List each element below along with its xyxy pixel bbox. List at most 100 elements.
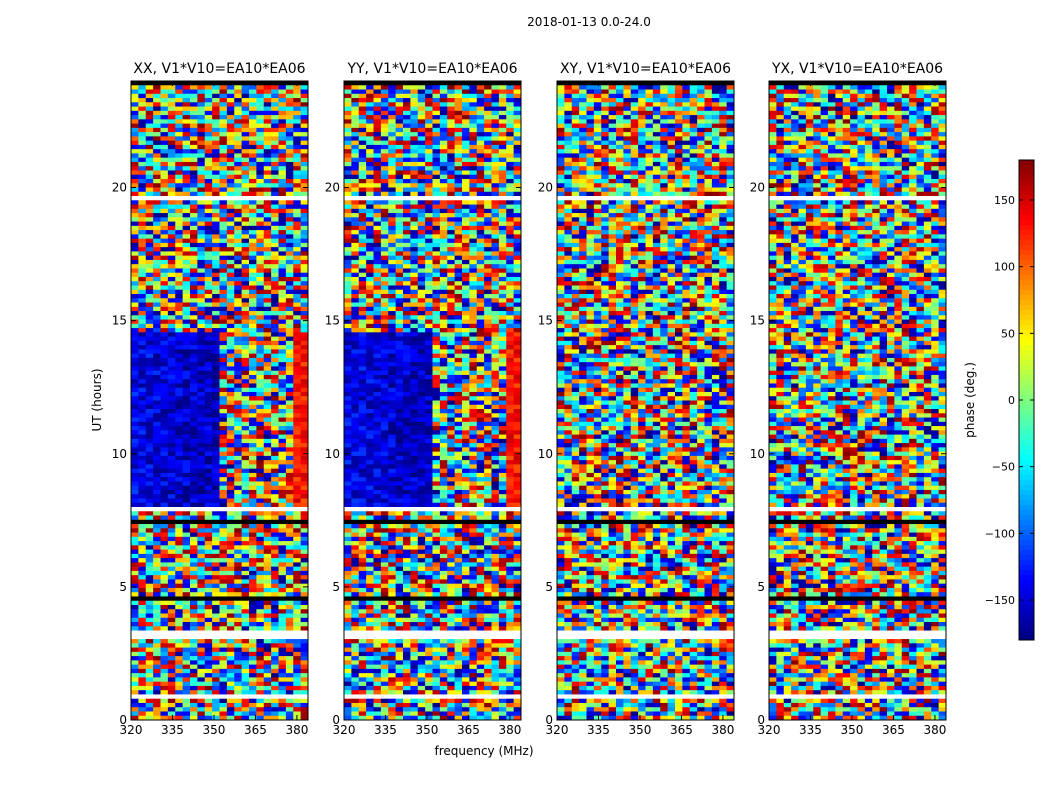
heatmap-cell: [145, 374, 154, 380]
heatmap-cell: [182, 477, 191, 482]
heatmap-cell: [366, 178, 374, 184]
heatmap-cell: [403, 315, 411, 320]
heatmap-cell: [145, 110, 154, 116]
heatmap-cell: [175, 387, 184, 393]
heatmap-cell: [160, 166, 169, 171]
heatmap-cell: [388, 208, 397, 214]
heatmap-cell: [366, 315, 374, 320]
heatmap-cell: [513, 204, 522, 210]
heatmap-cell: [366, 332, 374, 337]
heatmap-cell: [506, 106, 515, 112]
heatmap-cell: [256, 562, 265, 568]
heatmap-cell: [410, 170, 419, 176]
heatmap-cell: [344, 166, 352, 171]
heatmap-cell: [484, 247, 492, 252]
heatmap-cell: [212, 85, 220, 90]
heatmap-cell: [204, 230, 213, 235]
heatmap-cell: [160, 174, 169, 180]
heatmap-cell: [256, 668, 265, 674]
heatmap-cell: [167, 404, 176, 410]
heatmap-cell: [366, 93, 374, 99]
heatmap-cell: [410, 127, 419, 133]
heatmap-cell: [226, 174, 235, 180]
heatmap-cell: [219, 268, 228, 274]
heatmap-cell: [131, 647, 139, 653]
heatmap-cell: [388, 178, 397, 184]
heatmap-cell: [167, 102, 176, 107]
heatmap-cell: [241, 498, 250, 504]
heatmap-cell: [197, 362, 206, 367]
heatmap-cell: [160, 651, 169, 657]
heatmap-cell: [153, 677, 161, 683]
heatmap-cell: [234, 242, 243, 248]
heatmap-cell: [469, 255, 478, 261]
heatmap-cell: [145, 161, 154, 167]
heatmap-cell: [439, 268, 448, 274]
heatmap-cell: [462, 213, 470, 218]
heatmap-cell: [395, 285, 404, 291]
heatmap-cell: [358, 221, 367, 227]
heatmap-cell: [491, 106, 500, 112]
heatmap-cell: [351, 340, 360, 346]
heatmap-cell: [153, 110, 161, 116]
heatmap-cell: [219, 613, 228, 619]
heatmap-cell: [131, 353, 139, 359]
heatmap-cell: [395, 306, 404, 312]
heatmap-cell: [425, 127, 433, 133]
heatmap-cell: [300, 698, 309, 704]
heatmap-cell: [234, 400, 243, 406]
heatmap-cell: [469, 170, 478, 176]
heatmap-cell: [204, 396, 213, 401]
heatmap-cell: [234, 353, 243, 359]
heatmap-cell: [249, 200, 257, 205]
heatmap-cell: [241, 396, 250, 401]
heatmap-cell: [300, 715, 309, 721]
heatmap-cell: [175, 583, 184, 589]
heatmap-cell: [131, 553, 139, 559]
heatmap-cell: [454, 242, 463, 248]
heatmap-cell: [234, 600, 243, 606]
heatmap-cell: [131, 328, 139, 333]
heatmap-cell: [219, 477, 228, 482]
heatmap-cell: [131, 332, 139, 337]
heatmap-cell: [226, 298, 235, 303]
heatmap-cell: [160, 272, 169, 278]
heatmap-cell: [219, 562, 228, 568]
heatmap-cell: [417, 285, 426, 291]
heatmap-cell: [300, 600, 309, 606]
heatmap-cell: [278, 349, 287, 355]
heatmap-cell: [498, 213, 507, 218]
heatmap-cell: [513, 183, 522, 188]
heatmap-cell: [249, 536, 257, 542]
heatmap-cell: [263, 668, 272, 674]
heatmap-cell: [226, 311, 235, 316]
heatmap-cell: [160, 264, 169, 269]
heatmap-cell: [182, 438, 191, 444]
heatmap-cell: [300, 498, 309, 504]
heatmap-cell: [212, 681, 220, 687]
heatmap-cell: [182, 489, 191, 495]
heatmap-cell: [226, 477, 235, 482]
heatmap-cell: [219, 583, 228, 589]
heatmap-cell: [153, 549, 161, 555]
heatmap-cell: [285, 328, 294, 333]
heatmap-cell: [226, 549, 235, 555]
heatmap-cell: [462, 127, 470, 133]
heatmap-cell: [153, 264, 161, 269]
heatmap-cell: [293, 340, 302, 346]
heatmap-cell: [234, 170, 243, 176]
heatmap-cell: [197, 345, 206, 350]
heatmap-cell: [513, 178, 522, 184]
heatmap-cell: [462, 247, 470, 252]
heatmap-cell: [491, 230, 500, 235]
heatmap-cell: [167, 242, 176, 248]
heatmap-cell: [190, 225, 198, 231]
heatmap-cell: [256, 187, 265, 193]
heatmap-cell: [212, 166, 220, 171]
heatmap-cell: [204, 673, 213, 678]
heatmap-cell: [293, 302, 302, 308]
heatmap-cell: [226, 609, 235, 614]
heatmap-cell: [249, 417, 257, 423]
heatmap-cell: [506, 247, 515, 252]
heatmap-cell: [145, 651, 154, 657]
